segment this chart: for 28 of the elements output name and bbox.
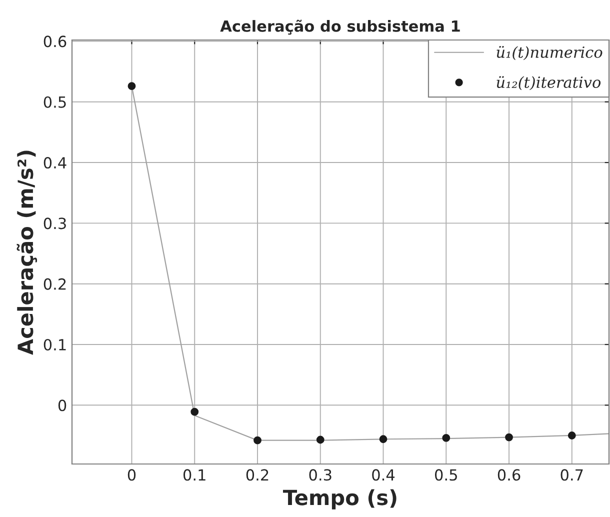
x-tick-label: 0.6 bbox=[498, 469, 520, 481]
chart-title: Aceleração do subsistema 1 bbox=[220, 20, 460, 35]
x-tick-label: 0.5 bbox=[435, 469, 457, 481]
point bbox=[128, 82, 136, 90]
legend-label: ü₁(t)numerico bbox=[496, 46, 602, 60]
point bbox=[568, 432, 576, 440]
x-tick-label: 0.3 bbox=[309, 469, 332, 481]
x-tick-label: 0.7 bbox=[560, 469, 583, 481]
y-tick-label: 0.3 bbox=[44, 218, 66, 230]
point bbox=[379, 435, 388, 444]
y-tick-label: 0.2 bbox=[44, 278, 66, 290]
y-axis-title: Aceleração (m/s²) bbox=[16, 150, 38, 355]
x-tick-label: 0.1 bbox=[183, 469, 206, 481]
y-tick-label: 0.6 bbox=[44, 36, 66, 48]
x-tick-label: 0.4 bbox=[372, 469, 395, 481]
x-tick-label: 0.2 bbox=[246, 469, 268, 481]
y-tick-label: 0 bbox=[58, 400, 66, 412]
point bbox=[316, 436, 324, 444]
point bbox=[190, 408, 199, 416]
point bbox=[505, 433, 513, 442]
point bbox=[254, 436, 262, 444]
y-tick-label: 0.4 bbox=[44, 156, 66, 169]
x-axis-title: Tempo (s) bbox=[282, 489, 396, 510]
point bbox=[442, 434, 450, 442]
y-tick-label: 0.1 bbox=[44, 338, 66, 351]
y-tick-label: 0.5 bbox=[44, 96, 66, 108]
x-tick-label: 0 bbox=[128, 469, 136, 481]
legend-label: ü₁₂(t)iterativo bbox=[496, 76, 601, 90]
